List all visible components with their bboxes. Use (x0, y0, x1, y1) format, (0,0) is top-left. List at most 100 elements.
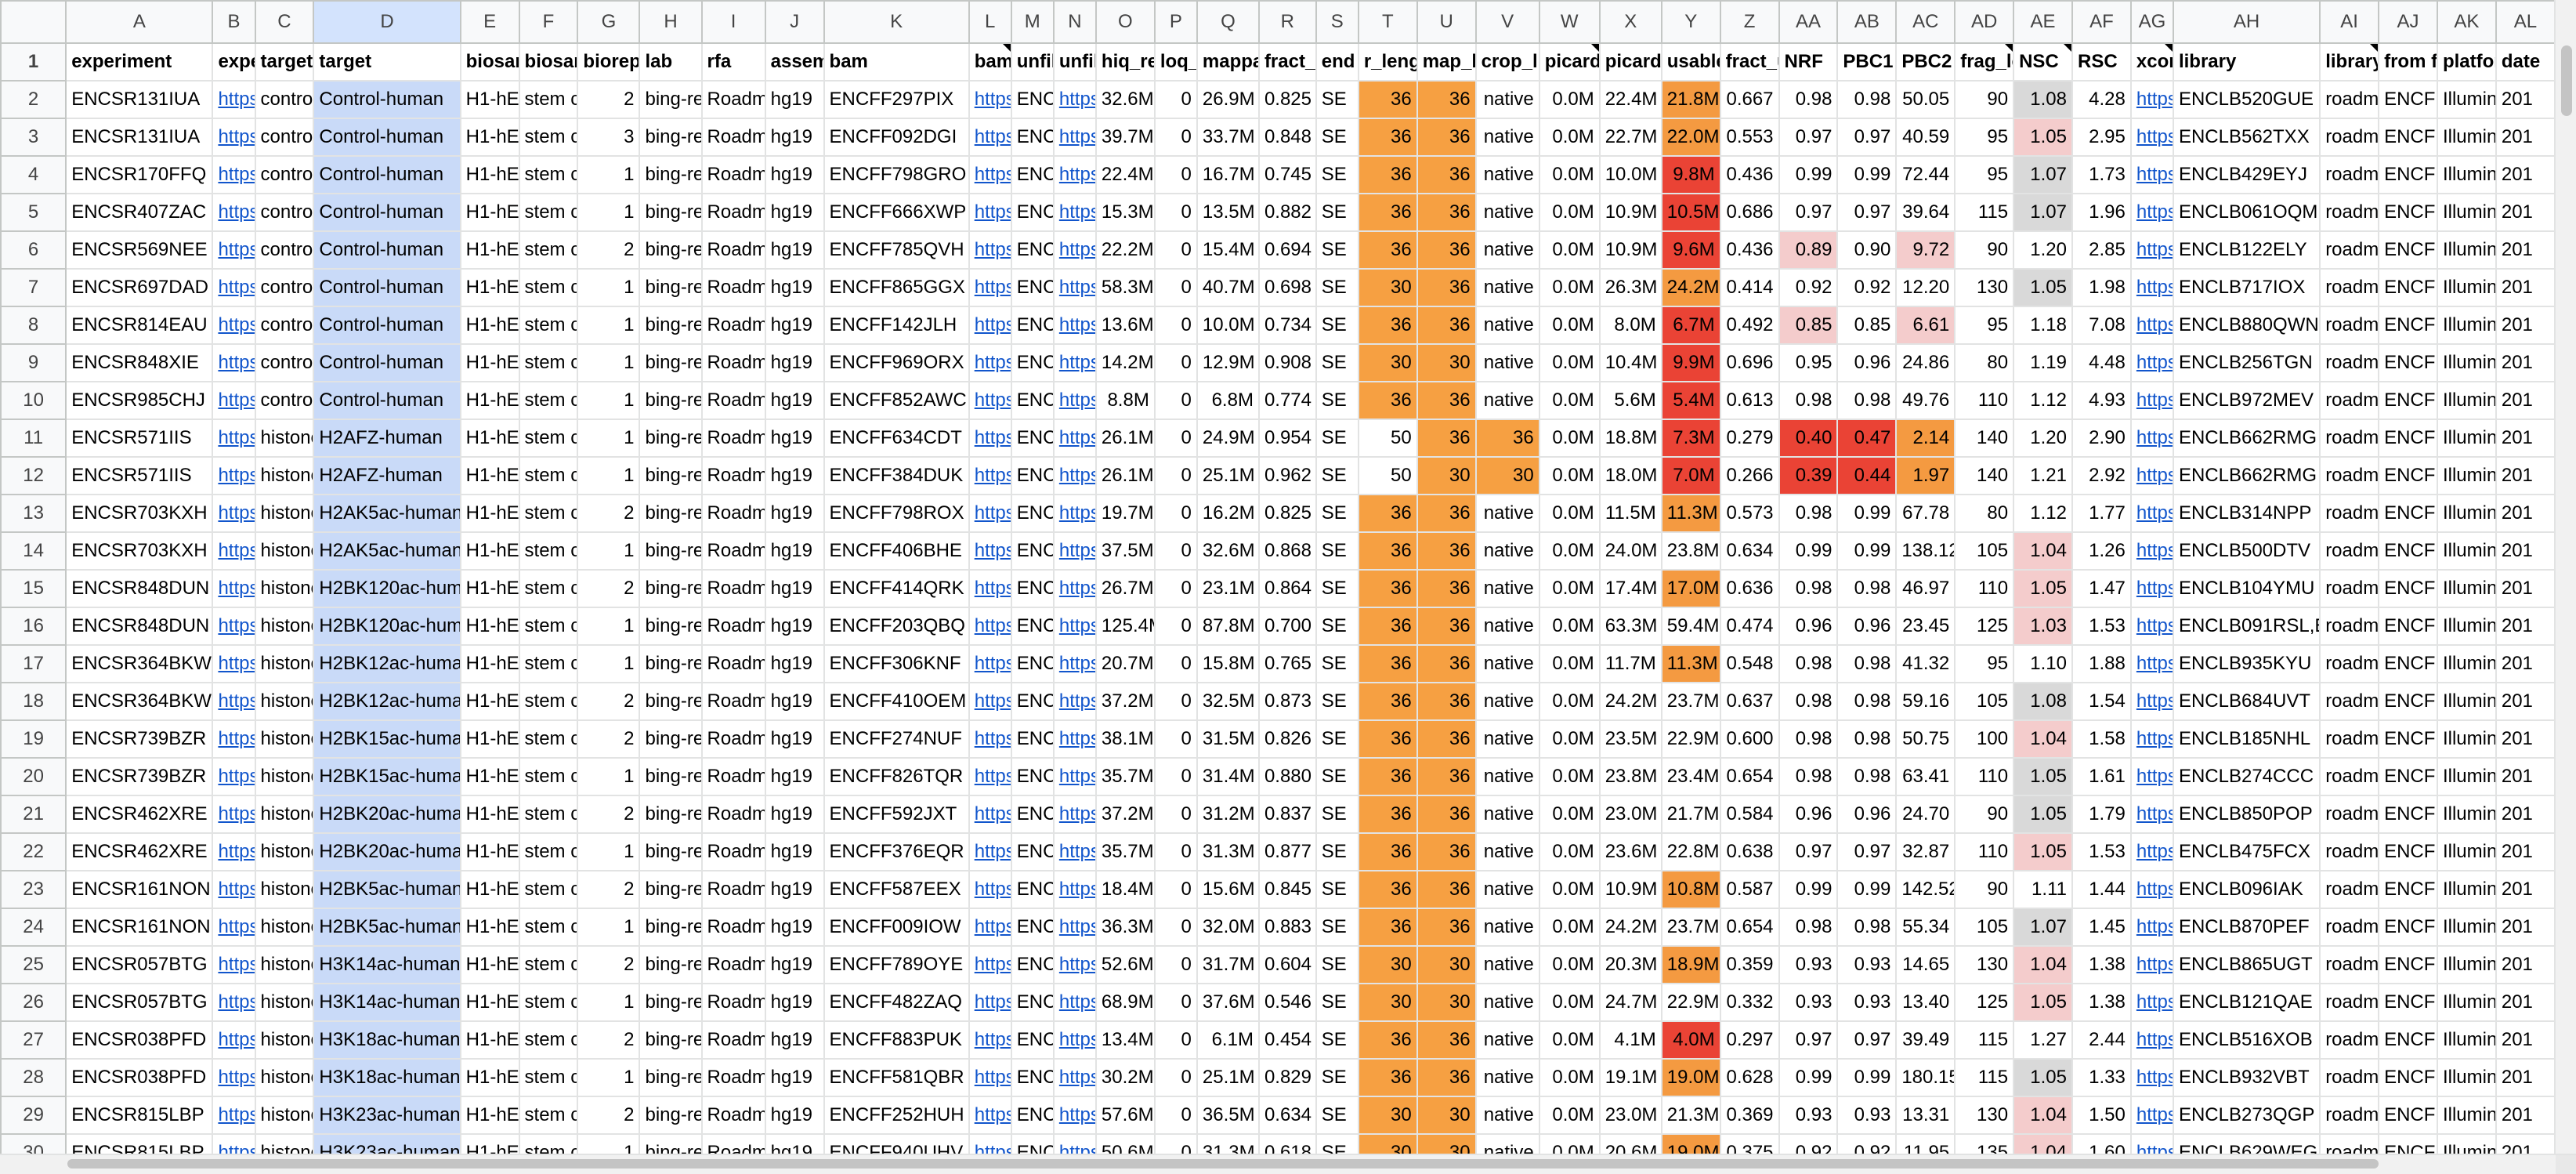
table-cell[interactable]: ENCSR364BKW (65, 644, 214, 683)
link-cell[interactable]: https (1052, 193, 1097, 232)
table-cell[interactable]: 0.868 (1257, 531, 1317, 571)
table-cell[interactable]: ENCFF (2378, 419, 2438, 458)
link-cell[interactable]: https (1052, 757, 1097, 796)
table-cell[interactable]: Illumin (2436, 531, 2497, 571)
header-cell[interactable]: hiq_re (1094, 42, 1156, 82)
table-cell[interactable]: H2BK12ac-human (313, 644, 461, 683)
header-cell[interactable]: expe (212, 42, 256, 82)
table-cell[interactable]: 6.61 (1895, 306, 1956, 345)
table-cell[interactable]: 59.4M (1660, 607, 1721, 646)
table-cell[interactable]: 36 (1416, 1058, 1477, 1097)
table-cell[interactable]: 0.98 (1778, 644, 1839, 683)
table-cell[interactable]: roadma (2319, 569, 2380, 608)
table-cell[interactable]: ENCSR364BKW (65, 682, 214, 721)
table-cell[interactable]: H2BK20ac-human (313, 795, 461, 834)
table-cell[interactable]: ENCFF410OEM (823, 682, 970, 721)
table-cell[interactable]: 36 (1416, 719, 1477, 759)
table-cell[interactable]: native (1474, 870, 1540, 909)
table-cell[interactable]: ENCLB516XOB (2172, 1020, 2321, 1060)
header-cell[interactable]: picard (1538, 42, 1601, 82)
table-cell[interactable]: histone (254, 419, 315, 458)
select-all-corner[interactable] (0, 0, 67, 44)
table-cell[interactable]: 30 (1357, 343, 1418, 382)
table-cell[interactable]: bing-re (639, 118, 703, 157)
table-cell[interactable]: 23.8M (1660, 531, 1721, 571)
table-cell[interactable]: SE (1315, 644, 1359, 683)
table-cell[interactable]: 18.9M (1660, 945, 1721, 984)
table-cell[interactable]: H1-hES (459, 343, 520, 382)
link-cell[interactable]: https (2129, 719, 2174, 759)
table-cell[interactable]: 0 (1153, 983, 1198, 1022)
table-cell[interactable]: roadma (2319, 193, 2380, 232)
table-cell[interactable]: Control-human (313, 306, 461, 345)
table-cell[interactable]: Illumin (2436, 832, 2497, 871)
table-cell[interactable]: 10.4M (1598, 343, 1662, 382)
table-cell[interactable]: Illumin (2436, 569, 2497, 608)
table-cell[interactable]: ENCFF (2378, 757, 2438, 796)
table-cell[interactable]: H2BK120ac-human (313, 607, 461, 646)
table-cell[interactable]: 0.474 (1719, 607, 1780, 646)
table-cell[interactable]: 0.98 (1778, 569, 1839, 608)
table-cell[interactable]: 23.8M (1598, 757, 1662, 796)
table-cell[interactable]: 23.7M (1660, 682, 1721, 721)
table-cell[interactable]: 14.65 (1895, 945, 1956, 984)
table-cell[interactable]: histone (254, 644, 315, 683)
table-cell[interactable]: native (1474, 381, 1540, 420)
column-header-b[interactable]: B (212, 0, 256, 44)
table-cell[interactable]: SE (1315, 419, 1359, 458)
table-cell[interactable]: 36 (1416, 682, 1477, 721)
table-cell[interactable]: 10.9M (1598, 870, 1662, 909)
table-cell[interactable]: roadma (2319, 908, 2380, 947)
table-cell[interactable]: 36 (1416, 118, 1477, 157)
table-cell[interactable]: 30 (1416, 456, 1477, 495)
table-cell[interactable]: ENCLB061OQM (2172, 193, 2321, 232)
table-cell[interactable]: ENCFF (2378, 1096, 2438, 1135)
header-cell[interactable]: bam (968, 42, 1012, 82)
table-cell[interactable]: 0 (1153, 870, 1198, 909)
table-cell[interactable]: 0.99 (1778, 155, 1839, 194)
table-cell[interactable]: Control-human (313, 155, 461, 194)
table-cell[interactable]: 36 (1357, 494, 1418, 533)
table-cell[interactable]: SE (1315, 193, 1359, 232)
table-cell[interactable]: 36 (1357, 531, 1418, 571)
table-cell[interactable]: ENCFF587EEX (823, 870, 970, 909)
table-cell[interactable]: 0 (1153, 795, 1198, 834)
table-cell[interactable]: 12.9M (1196, 343, 1260, 382)
table-cell[interactable]: Roadm (700, 607, 766, 646)
table-cell[interactable]: 105 (1954, 531, 2015, 571)
table-cell[interactable]: ENCSR131IUA (65, 80, 214, 119)
table-cell[interactable]: ENC (1010, 1058, 1055, 1097)
table-cell[interactable]: 5.6M (1598, 381, 1662, 420)
table-cell[interactable]: ENCFF (2378, 230, 2438, 270)
table-cell[interactable]: bing-re (639, 719, 703, 759)
table-cell[interactable]: 1 (577, 531, 641, 571)
table-cell[interactable]: 140 (1954, 456, 2015, 495)
header-cell[interactable]: unfil (1052, 42, 1097, 82)
table-cell[interactable]: H3K18ac-human (313, 1058, 461, 1097)
table-cell[interactable]: ENCSR848DUN (65, 607, 214, 646)
link-cell[interactable]: https (212, 230, 256, 270)
table-cell[interactable]: 1.10 (2013, 644, 2073, 683)
table-cell[interactable]: 0.604 (1257, 945, 1317, 984)
table-cell[interactable]: 0.96 (1836, 343, 1898, 382)
table-cell[interactable]: H2BK12ac-human (313, 682, 461, 721)
table-cell[interactable]: ENCSR170FFQ (65, 155, 214, 194)
row-number[interactable]: 30 (0, 1133, 67, 1155)
table-cell[interactable]: SE (1315, 908, 1359, 947)
table-cell[interactable]: 2 (577, 494, 641, 533)
table-cell[interactable]: 1.54 (2071, 682, 2132, 721)
table-cell[interactable]: native (1474, 908, 1540, 947)
table-cell[interactable]: bing-re (639, 945, 703, 984)
table-cell[interactable]: 19.7M (1094, 494, 1156, 533)
row-number[interactable]: 15 (0, 569, 67, 608)
table-cell[interactable]: 0.546 (1257, 983, 1317, 1022)
column-header-ag[interactable]: AG (2129, 0, 2174, 44)
table-cell[interactable]: 0.98 (1836, 569, 1898, 608)
table-cell[interactable]: ENCSR739BZR (65, 757, 214, 796)
table-cell[interactable]: Roadm (700, 908, 766, 947)
table-cell[interactable]: 14.2M (1094, 343, 1156, 382)
table-cell[interactable]: 1.07 (2013, 908, 2073, 947)
table-cell[interactable]: 80 (1954, 494, 2015, 533)
header-cell[interactable]: fract_u (1719, 42, 1780, 82)
table-cell[interactable]: H1-hES (459, 832, 520, 871)
